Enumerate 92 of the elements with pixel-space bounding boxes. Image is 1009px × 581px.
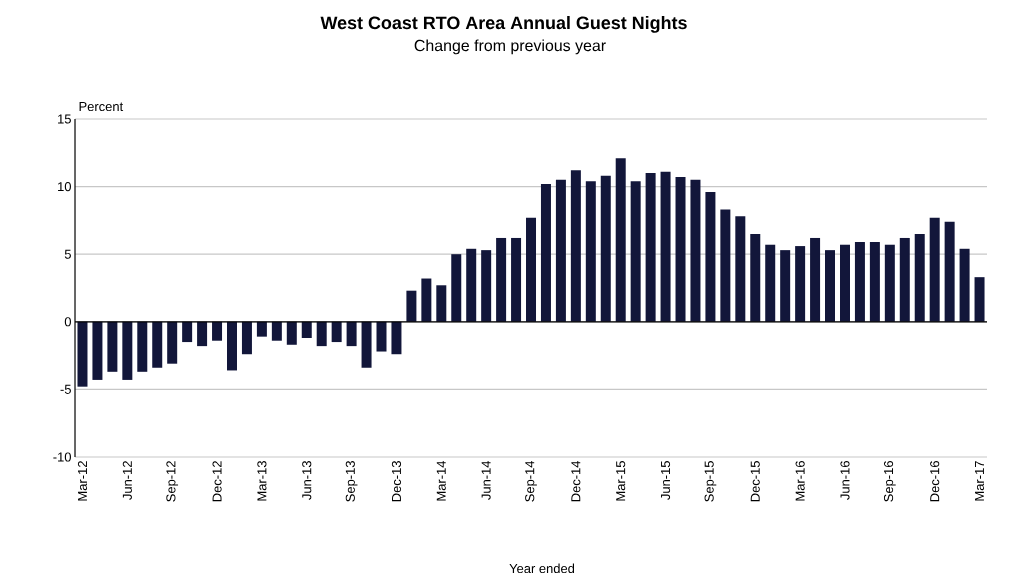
bar [705, 191, 716, 322]
bar [197, 321, 208, 347]
x-tick-label: Jun-14 [481, 460, 491, 500]
bar [660, 171, 671, 322]
x-tick-label: Dec-15 [750, 461, 760, 502]
x-tick-label: Mar-15 [616, 461, 626, 501]
y-axis-title: Percent [79, 102, 124, 112]
x-tick-label: Dec-13 [391, 461, 402, 502]
bar [675, 177, 686, 322]
bar [795, 246, 806, 322]
bar [944, 221, 955, 322]
x-tick-label: Jun-13 [302, 461, 312, 500]
x-axis-title: Year ended [509, 563, 575, 574]
bar [107, 321, 118, 372]
bar [869, 242, 880, 322]
x-tick-label: Sep-12 [166, 461, 179, 502]
bar [810, 237, 821, 322]
bar [854, 242, 865, 322]
bar [884, 244, 895, 322]
x-tick-label: Sep-14 [525, 460, 537, 502]
x-tick-label: Jun-12 [122, 461, 132, 500]
bar [212, 321, 223, 341]
bar [122, 321, 133, 380]
bar [226, 321, 237, 371]
y-tick-label: -5 [60, 384, 71, 394]
bar [406, 290, 417, 322]
x-tick-label: Dec-12 [212, 461, 222, 502]
bar [346, 321, 357, 347]
bar [720, 209, 731, 322]
bar [914, 233, 925, 322]
bar [286, 321, 297, 345]
bar [316, 321, 327, 347]
bar [496, 237, 507, 322]
x-tick-label: Dec-14 [571, 460, 581, 502]
bar [765, 244, 776, 322]
x-tick-label: Mar-13 [257, 461, 267, 501]
bar [750, 233, 761, 322]
x-tick-label: Sep-16 [883, 461, 896, 502]
bar [615, 158, 626, 322]
y-tick-label: 5 [64, 249, 71, 259]
chart-title: West Coast RTO Area Annual Guest Nights [320, 15, 687, 33]
bar [555, 179, 566, 322]
bar [839, 244, 850, 322]
x-tick-label: Mar-17 [975, 461, 985, 501]
bar [77, 321, 88, 387]
y-tick-label: 15 [58, 114, 71, 124]
bar [974, 277, 985, 322]
bar [301, 321, 312, 339]
bar [630, 181, 641, 322]
bar [466, 248, 477, 322]
bar [331, 321, 342, 343]
bar [899, 237, 910, 322]
bar [600, 175, 611, 322]
x-tick-label: Jun-16 [840, 461, 850, 500]
x-tick-label: Sep-13 [345, 461, 358, 502]
bar [511, 237, 522, 322]
y-tick-label: 10 [58, 182, 71, 192]
bar [152, 321, 163, 368]
bar [436, 285, 447, 322]
bar [929, 217, 940, 322]
bar [570, 170, 581, 322]
bar [391, 321, 402, 355]
bar [690, 179, 701, 322]
bar [735, 216, 746, 322]
bar [92, 321, 103, 380]
x-tick-label: Mar-14 [436, 460, 446, 501]
x-tick-label: Mar-16 [795, 461, 805, 501]
bar [167, 321, 178, 364]
bar [780, 250, 791, 322]
bar [137, 321, 148, 372]
bar [376, 321, 387, 352]
bar [271, 321, 282, 341]
bar [540, 183, 551, 322]
y-tick-label: 0 [64, 317, 71, 327]
y-tick-label: -10 [53, 452, 71, 462]
bar [526, 217, 537, 322]
bar [645, 173, 656, 322]
x-tick-label: Jun-15 [661, 461, 671, 500]
bar [825, 250, 836, 322]
x-tick-label: Mar-12 [77, 461, 88, 501]
bar [182, 321, 193, 343]
bar [451, 254, 462, 322]
x-tick-label: Sep-15 [704, 461, 717, 502]
x-tick-label: Dec-16 [930, 461, 940, 502]
chart-subtitle: Change from previous year [414, 39, 606, 55]
bar [481, 250, 492, 322]
bar [361, 321, 372, 368]
bar [421, 278, 432, 322]
bar [585, 181, 596, 322]
bar [256, 321, 267, 337]
bar [959, 248, 970, 322]
bar [241, 321, 252, 355]
